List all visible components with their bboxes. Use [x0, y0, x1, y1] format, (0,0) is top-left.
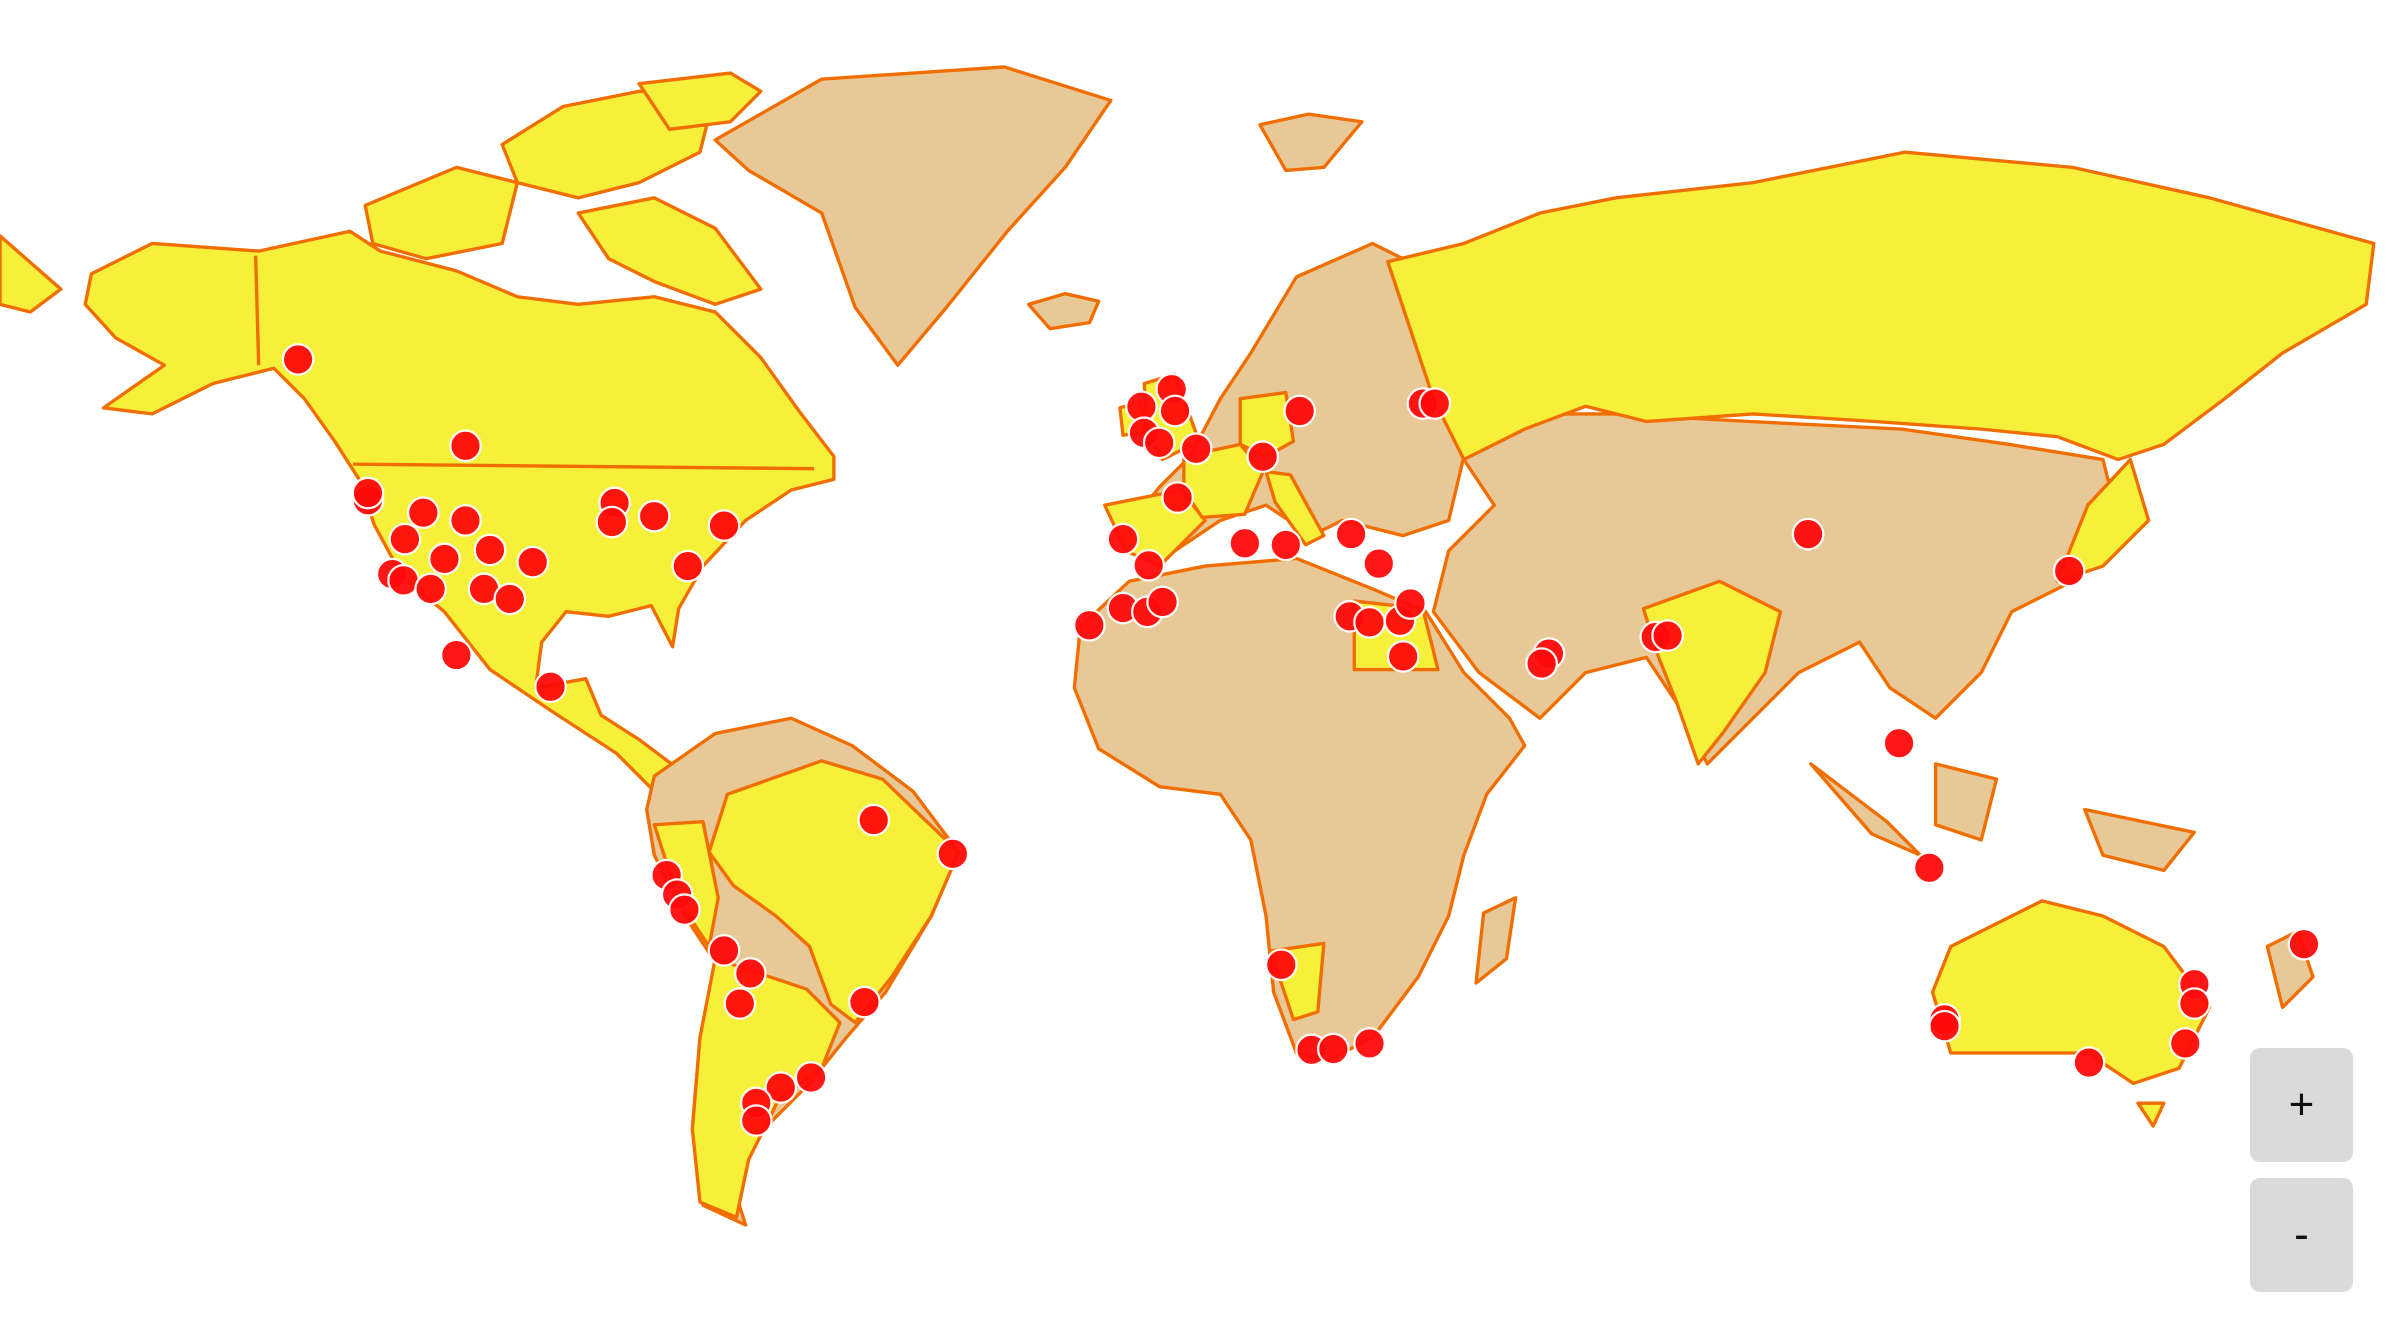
map-marker[interactable] — [739, 1104, 773, 1137]
country-russia[interactable] — [1386, 150, 2376, 462]
country-africa[interactable] — [1072, 556, 1527, 1063]
map-marker[interactable] — [707, 509, 741, 542]
map-marker[interactable] — [1334, 517, 1368, 551]
country-madagascar[interactable] — [1474, 896, 1518, 985]
country-new-guinea[interactable] — [2083, 807, 2196, 873]
country-brazil[interactable] — [707, 759, 961, 1025]
country-svalbard[interactable] — [1258, 112, 1364, 173]
map-marker[interactable] — [1525, 647, 1558, 680]
countries — [0, 65, 2376, 1227]
map-marker[interactable] — [2072, 1046, 2106, 1079]
border — [353, 462, 815, 471]
map-marker[interactable] — [351, 476, 385, 510]
country-sumatra[interactable] — [1809, 762, 1923, 857]
map-marker[interactable] — [1418, 387, 1452, 420]
map-marker[interactable] — [1158, 394, 1192, 428]
country-tasmania[interactable] — [2136, 1101, 2166, 1128]
map-marker[interactable] — [848, 985, 881, 1019]
map-marker[interactable] — [406, 496, 440, 530]
country-asia[interactable] — [1431, 366, 2120, 766]
map-marker[interactable] — [857, 803, 891, 837]
country-greenland[interactable] — [713, 65, 1113, 367]
map-marker[interactable] — [281, 343, 315, 376]
map-marker[interactable] — [1651, 619, 1684, 652]
country-north-america[interactable] — [0, 234, 63, 314]
map-marker[interactable] — [439, 638, 473, 672]
map-marker[interactable] — [2178, 987, 2211, 1020]
map-marker[interactable] — [1106, 522, 1140, 556]
map-marker[interactable] — [1882, 726, 1916, 760]
country-australia[interactable] — [1930, 899, 2212, 1086]
map-marker[interactable] — [1928, 1009, 1961, 1043]
map-marker[interactable] — [1269, 528, 1303, 562]
map-marker[interactable] — [1179, 432, 1213, 466]
country-baffin-island[interactable] — [637, 71, 763, 132]
map-marker[interactable] — [936, 837, 970, 871]
map-marker[interactable] — [1073, 608, 1106, 642]
map-marker[interactable] — [1161, 481, 1194, 514]
map-marker[interactable] — [428, 542, 461, 576]
map-marker[interactable] — [449, 504, 482, 537]
map-marker[interactable] — [1912, 851, 1946, 885]
map-marker[interactable] — [1386, 640, 1420, 673]
map-marker[interactable] — [493, 582, 527, 616]
country-arctic-islands[interactable] — [576, 196, 763, 307]
zoom-out-button[interactable]: - — [2250, 1178, 2353, 1292]
map-marker[interactable] — [473, 533, 507, 567]
map-marker[interactable] — [516, 545, 550, 579]
map-marker[interactable] — [1316, 1032, 1350, 1066]
map-marker[interactable] — [1142, 426, 1176, 460]
country-india[interactable] — [1641, 579, 1783, 766]
map-marker[interactable] — [1362, 547, 1396, 580]
map-marker[interactable] — [1132, 548, 1166, 582]
map-marker[interactable] — [1264, 948, 1298, 982]
border — [253, 255, 261, 366]
map-marker[interactable] — [1353, 1027, 1386, 1060]
map-marker[interactable] — [668, 893, 701, 927]
map-marker[interactable] — [449, 429, 482, 463]
map-marker[interactable] — [764, 1071, 798, 1104]
map-marker[interactable] — [534, 670, 567, 704]
zoom-in-button[interactable]: + — [2250, 1048, 2353, 1162]
map-marker[interactable] — [1394, 587, 1427, 620]
map-marker[interactable] — [1353, 606, 1386, 639]
map-marker[interactable] — [1791, 517, 1825, 551]
map-marker[interactable] — [388, 522, 422, 556]
country-germany[interactable] — [1238, 390, 1296, 459]
map-marker[interactable] — [1146, 585, 1179, 619]
minus-icon: - — [2294, 1210, 2309, 1259]
country-italy[interactable] — [1264, 470, 1326, 547]
map-marker[interactable] — [1283, 394, 1317, 428]
map-marker[interactable] — [1228, 526, 1262, 560]
map-marker[interactable] — [733, 957, 767, 990]
country-borneo[interactable] — [1933, 762, 1999, 842]
map-marker[interactable] — [1246, 440, 1280, 474]
markers — [281, 343, 2321, 1137]
map-marker[interactable] — [794, 1061, 828, 1094]
map-marker[interactable] — [671, 549, 705, 583]
map-marker[interactable] — [414, 572, 447, 606]
map-marker[interactable] — [2287, 927, 2321, 961]
map-marker[interactable] — [2052, 554, 2086, 588]
country-iceland[interactable] — [1026, 292, 1101, 331]
country-arctic-islands[interactable] — [363, 165, 520, 261]
map-marker[interactable] — [387, 564, 420, 597]
map-marker[interactable] — [707, 934, 741, 967]
map-marker[interactable] — [2168, 1027, 2202, 1060]
map-marker[interactable] — [637, 499, 671, 533]
map-marker[interactable] — [595, 505, 629, 539]
map-marker[interactable] — [723, 987, 757, 1020]
plus-icon: + — [2288, 1080, 2315, 1129]
